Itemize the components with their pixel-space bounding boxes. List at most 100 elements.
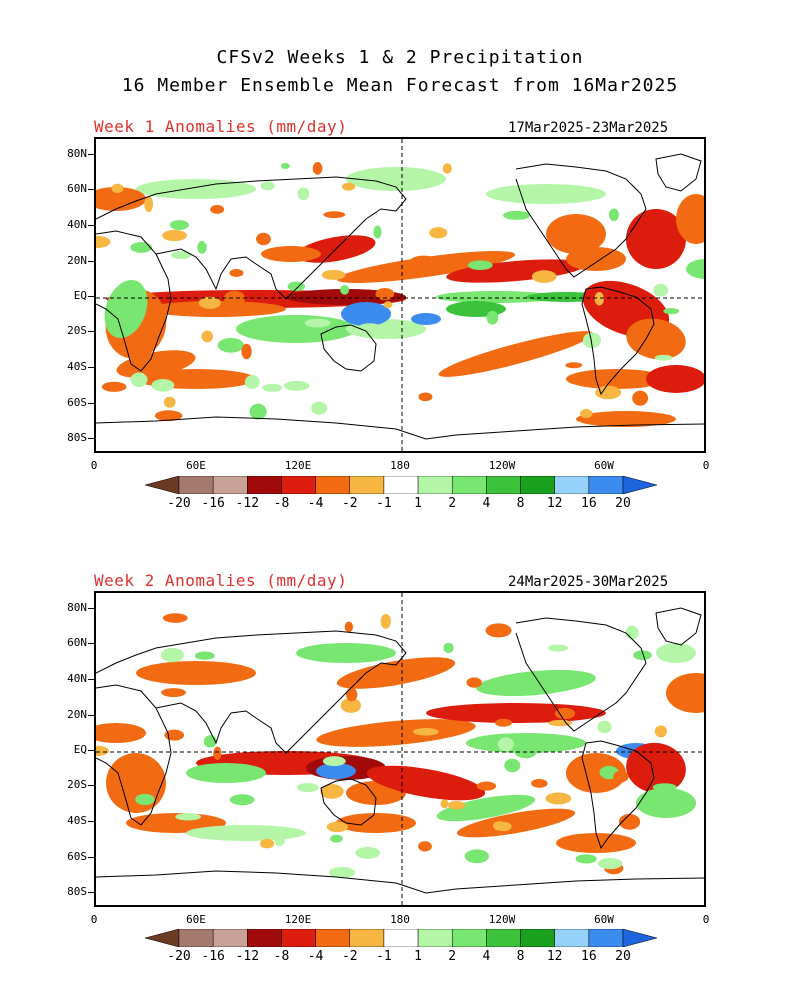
latitude-tick [88,715,94,716]
anomaly-speckle [144,196,154,213]
latitude-label: 60S [67,850,87,863]
anomaly-speckle [447,801,466,810]
colorbar-label: 12 [546,949,563,964]
chart-title-line-2: 16 Member Ensemble Mean Forecast from 16… [121,75,679,96]
latitude-tick [88,643,94,644]
anomaly-patch [436,291,556,303]
anomaly-speckle [373,225,382,239]
anomaly-speckle [581,256,607,266]
anomaly-speckle [466,677,482,688]
colorbar-box [315,475,351,495]
latitude-label: 80S [67,885,87,898]
coastline [515,163,647,278]
colorbar-label: 16 [581,496,597,511]
anomaly-speckle [531,778,548,788]
anomaly-speckle [410,255,438,266]
colorbar-box [383,928,419,948]
week-1-anomaly-map [94,137,706,453]
anomaly-speckle [344,621,354,633]
anomaly-speckle [380,613,391,629]
latitude-tick [88,403,94,404]
anomaly-patch [456,808,576,838]
colorbar-label: -16 [201,496,225,511]
anomaly-speckle [262,383,283,392]
anomaly-speckle [213,746,222,760]
map-svg [96,139,704,451]
anomaly-patch [446,259,586,283]
colorbar-box [247,475,282,495]
anomaly-patch [96,187,146,211]
latitude-tick [88,154,94,155]
latitude-label: 20S [67,778,87,791]
anomaly-speckle [346,687,358,702]
anomaly-speckle [340,285,350,295]
anomaly-speckle [249,403,267,420]
latitude-label: 80N [67,147,87,160]
anomaly-speckle [241,343,252,360]
longitude-label: 60E [186,459,206,472]
anomaly-speckle [260,838,275,849]
anomaly-patch [626,318,686,360]
colorbar-label: -12 [235,496,260,511]
colorbar-label: -20 [167,949,191,964]
latitude-label: 40N [67,218,87,231]
anomaly-patch [336,657,456,689]
anomaly-speckle [342,182,356,191]
anomaly-speckle [565,362,583,369]
colorbar-label: 8 [516,949,525,964]
anomaly-speckle [311,401,328,415]
anomaly-patch [261,246,321,262]
longitude-label: 120W [488,459,516,472]
colorbar-label: -2 [341,496,358,511]
anomaly-patch [476,669,596,697]
anomaly-speckle [687,699,703,710]
week-2-label: Week 2 Anomalies (mm/day) [94,571,348,590]
anomaly-speckle [134,763,153,776]
colorbar-box [417,928,453,948]
anomaly-patch [346,167,446,191]
anomaly-speckle [442,163,452,174]
anomaly-patch [104,279,148,339]
anomaly-speckle [281,162,290,170]
anomaly-speckle [625,625,639,640]
colorbar-label: -1 [376,949,392,964]
colorbar-box [486,928,521,948]
anomaly-speckle [154,316,166,328]
anomaly-speckle [597,720,612,734]
latitude-label: 60N [67,636,87,649]
anomaly-patch [486,184,606,204]
anomaly-patch [566,753,626,793]
longitude-label: 120W [488,913,516,926]
longitude-label: 0 [702,459,710,472]
latitude-tick [88,608,94,609]
latitude-label: 40N [67,672,87,685]
anomaly-patch [336,813,416,833]
anomaly-speckle [101,381,127,392]
anomaly-patch [438,331,594,377]
colorbar-label: -8 [273,949,290,964]
anomaly-speckle [575,854,597,864]
colorbar-box [451,475,487,495]
coastline [96,630,407,674]
anomaly-patch [686,259,704,279]
anomaly-speckle [129,779,147,791]
anomaly-patch [676,194,704,244]
colorbar-label: -12 [235,949,260,964]
anomaly-speckle [594,292,605,306]
anomaly-patch [646,365,704,393]
colorbar-label: 2 [448,496,457,511]
longitude-label: 60W [594,913,614,926]
anomaly-speckle [429,227,448,239]
anomaly-speckle [531,270,557,283]
anomaly-speckle [111,183,124,194]
anomaly-patch [411,313,441,325]
colorbar-box [417,475,453,495]
anomaly-speckle [485,623,512,638]
anomaly-speckle [283,380,310,391]
anomaly-speckle [653,283,669,297]
coastline [515,617,647,732]
week-2-anomaly-map [94,591,706,907]
anomaly-speckle [297,187,310,201]
anomaly-speckle [613,770,629,783]
longitude-label: 120E [284,913,312,926]
